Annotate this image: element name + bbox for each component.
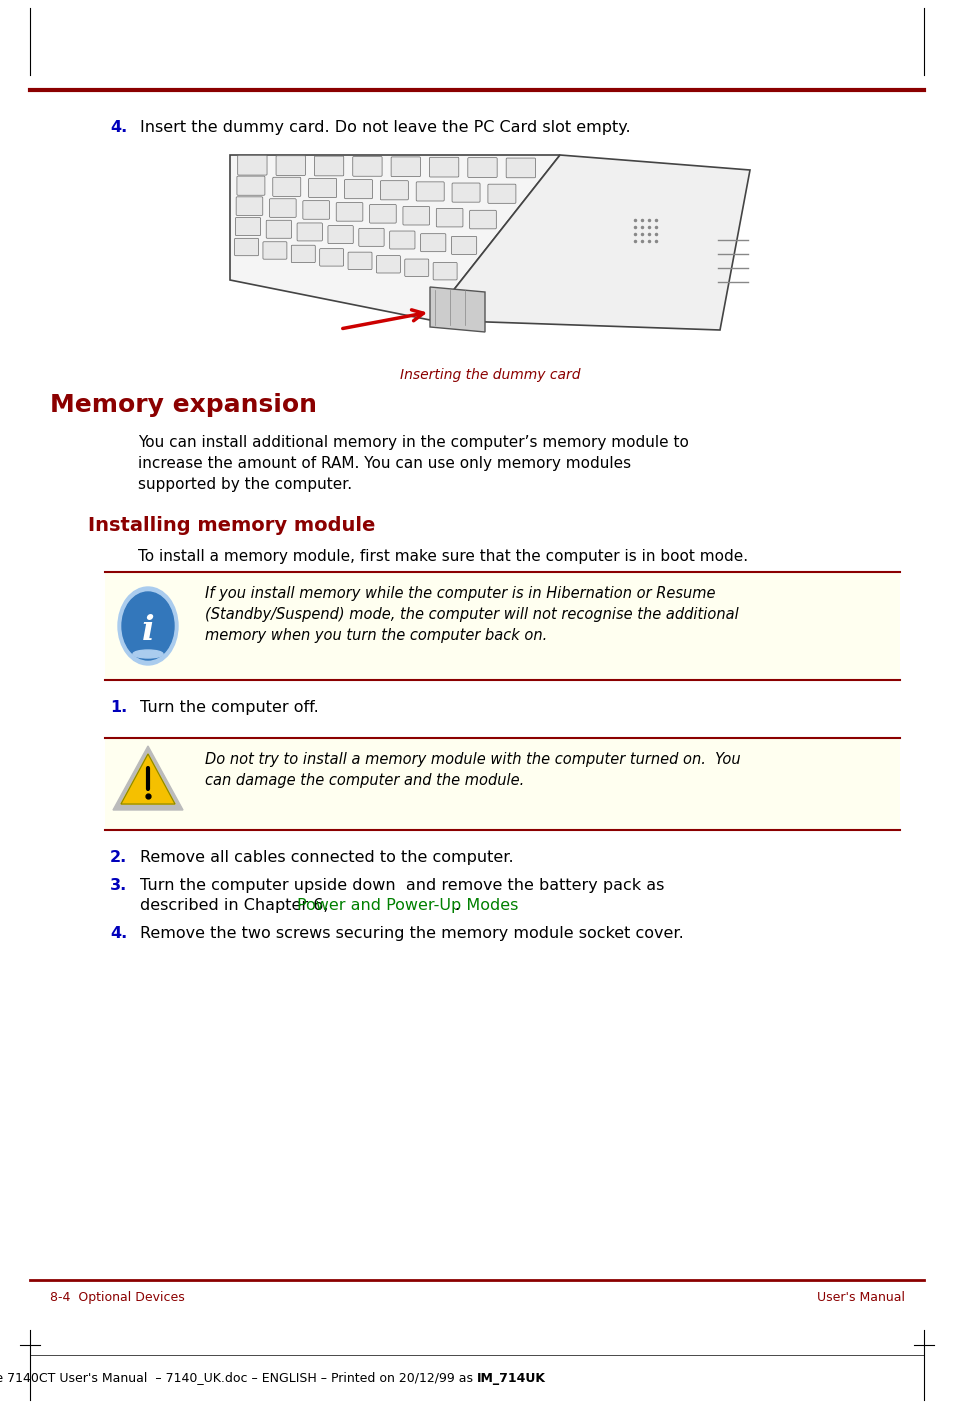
FancyBboxPatch shape bbox=[314, 156, 343, 176]
Text: IM_714UK: IM_714UK bbox=[476, 1372, 545, 1385]
Text: 4.: 4. bbox=[110, 120, 127, 135]
Text: .: . bbox=[454, 898, 459, 913]
FancyBboxPatch shape bbox=[273, 178, 300, 196]
Text: described in Chapter 6,: described in Chapter 6, bbox=[140, 898, 334, 913]
FancyBboxPatch shape bbox=[380, 180, 408, 200]
FancyBboxPatch shape bbox=[506, 158, 535, 178]
Text: 1.: 1. bbox=[110, 700, 127, 714]
FancyBboxPatch shape bbox=[420, 234, 445, 252]
Text: Remove the two screws securing the memory module socket cover.: Remove the two screws securing the memor… bbox=[140, 926, 683, 941]
Ellipse shape bbox=[118, 588, 178, 665]
Polygon shape bbox=[121, 754, 174, 805]
FancyBboxPatch shape bbox=[234, 238, 258, 255]
Text: Turn the computer upside down  and remove the battery pack as: Turn the computer upside down and remove… bbox=[140, 878, 663, 893]
Text: Power and Power-Up Modes: Power and Power-Up Modes bbox=[297, 898, 518, 913]
FancyBboxPatch shape bbox=[376, 255, 400, 273]
Polygon shape bbox=[112, 745, 183, 810]
FancyBboxPatch shape bbox=[237, 155, 267, 175]
FancyBboxPatch shape bbox=[402, 207, 429, 225]
FancyBboxPatch shape bbox=[391, 156, 420, 176]
Ellipse shape bbox=[122, 592, 173, 659]
FancyBboxPatch shape bbox=[236, 176, 265, 196]
FancyBboxPatch shape bbox=[275, 156, 305, 176]
FancyBboxPatch shape bbox=[328, 225, 353, 244]
FancyBboxPatch shape bbox=[335, 203, 362, 221]
FancyBboxPatch shape bbox=[309, 179, 336, 197]
FancyBboxPatch shape bbox=[319, 248, 343, 266]
FancyBboxPatch shape bbox=[348, 252, 372, 269]
FancyBboxPatch shape bbox=[235, 217, 260, 235]
Text: To install a memory module, first make sure that the computer is in boot mode.: To install a memory module, first make s… bbox=[138, 550, 747, 564]
Polygon shape bbox=[430, 287, 484, 333]
FancyBboxPatch shape bbox=[469, 210, 496, 228]
FancyBboxPatch shape bbox=[452, 183, 479, 201]
FancyBboxPatch shape bbox=[389, 231, 415, 249]
Text: 3.: 3. bbox=[110, 878, 127, 893]
FancyBboxPatch shape bbox=[263, 242, 287, 259]
FancyBboxPatch shape bbox=[266, 220, 292, 238]
FancyBboxPatch shape bbox=[436, 209, 462, 227]
Text: Installing memory module: Installing memory module bbox=[88, 516, 375, 535]
FancyBboxPatch shape bbox=[487, 185, 516, 203]
Text: i: i bbox=[142, 613, 154, 647]
FancyBboxPatch shape bbox=[404, 259, 428, 276]
Polygon shape bbox=[430, 155, 749, 330]
FancyBboxPatch shape bbox=[291, 245, 314, 262]
Text: 8-4  Optional Devices: 8-4 Optional Devices bbox=[50, 1291, 185, 1303]
FancyBboxPatch shape bbox=[344, 179, 372, 199]
FancyBboxPatch shape bbox=[236, 197, 262, 216]
FancyBboxPatch shape bbox=[433, 262, 456, 280]
Text: Remove all cables connected to the computer.: Remove all cables connected to the compu… bbox=[140, 850, 513, 865]
Polygon shape bbox=[230, 155, 559, 320]
Text: You can install additional memory in the computer’s memory module to
increase th: You can install additional memory in the… bbox=[138, 435, 688, 492]
Text: 4.: 4. bbox=[110, 926, 127, 941]
Text: Insert the dummy card. Do not leave the PC Card slot empty.: Insert the dummy card. Do not leave the … bbox=[140, 120, 630, 135]
FancyBboxPatch shape bbox=[296, 223, 322, 241]
FancyBboxPatch shape bbox=[429, 158, 458, 178]
FancyBboxPatch shape bbox=[416, 182, 444, 201]
Text: If you install memory while the computer is in Hibernation or Resume
(Standby/Su: If you install memory while the computer… bbox=[205, 586, 738, 643]
FancyBboxPatch shape bbox=[302, 200, 329, 220]
FancyBboxPatch shape bbox=[105, 572, 899, 681]
Text: Inserting the dummy card: Inserting the dummy card bbox=[399, 368, 579, 382]
FancyBboxPatch shape bbox=[467, 158, 497, 178]
Text: Memory expansion: Memory expansion bbox=[50, 393, 316, 417]
Text: User's Manual: User's Manual bbox=[816, 1291, 904, 1303]
FancyBboxPatch shape bbox=[451, 237, 476, 255]
Text: Do not try to install a memory module with the computer turned on.  You
can dama: Do not try to install a memory module wi… bbox=[205, 752, 740, 788]
FancyBboxPatch shape bbox=[358, 228, 384, 247]
FancyBboxPatch shape bbox=[105, 738, 899, 830]
Text: Turn the computer off.: Turn the computer off. bbox=[140, 700, 318, 714]
Text: 2.: 2. bbox=[110, 850, 127, 865]
Text: Portege 7140CT User's Manual  – 7140_UK.doc – ENGLISH – Printed on 20/12/99 as: Portege 7140CT User's Manual – 7140_UK.d… bbox=[0, 1372, 476, 1385]
FancyBboxPatch shape bbox=[369, 204, 395, 223]
FancyBboxPatch shape bbox=[269, 199, 295, 217]
FancyBboxPatch shape bbox=[353, 156, 382, 176]
Ellipse shape bbox=[132, 650, 163, 658]
